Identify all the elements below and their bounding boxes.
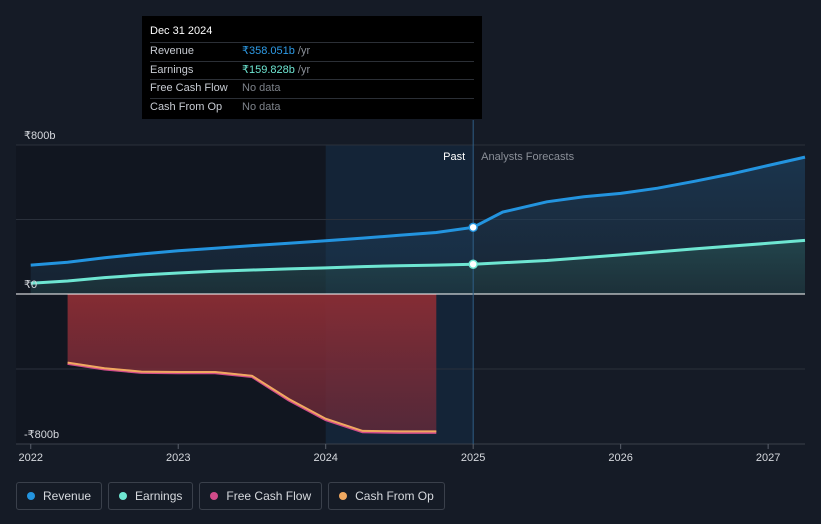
legend-dot-icon bbox=[339, 492, 348, 500]
x-tick-label: 2027 bbox=[756, 452, 780, 464]
legend-label: Free Cash Flow bbox=[226, 489, 312, 503]
tooltip-row-cash-from-op: Cash From Op No data bbox=[150, 97, 474, 117]
revenue-marker bbox=[468, 222, 478, 233]
x-tick-label: 2025 bbox=[461, 452, 485, 464]
tooltip-date: Dec 31 2024 bbox=[150, 25, 213, 37]
tooltip-row-revenue: Revenue ₹358.051b /yr bbox=[150, 42, 474, 61]
tooltip-row-earnings: Earnings ₹159.828b /yr bbox=[150, 60, 474, 80]
x-tick-label: 2023 bbox=[166, 452, 190, 464]
legend-item-cash-from-op[interactable]: Cash From Op bbox=[328, 482, 445, 510]
legend-label: Revenue bbox=[43, 489, 92, 503]
legend-dot-icon bbox=[27, 492, 35, 500]
legend-item-free-cash-flow[interactable]: Free Cash Flow bbox=[199, 482, 323, 510]
earnings-marker bbox=[468, 259, 478, 269]
past-label: Past bbox=[443, 151, 465, 163]
legend-label: Earnings bbox=[135, 489, 183, 503]
y-tick-label: -₹800b bbox=[24, 429, 59, 441]
earnings-area bbox=[30, 240, 805, 294]
tooltip-value: No data bbox=[242, 100, 281, 113]
y-tick-label: ₹800b bbox=[24, 130, 55, 142]
tooltip-label: Revenue bbox=[150, 45, 195, 57]
legend-item-earnings[interactable]: Earnings bbox=[108, 482, 194, 510]
legend-dot-icon bbox=[119, 492, 128, 500]
legend: Revenue Earnings Free Cash Flow Cash Fro… bbox=[16, 482, 445, 512]
tooltip-label: Cash From Op bbox=[150, 100, 223, 113]
legend-dot-icon bbox=[210, 492, 219, 500]
x-tick-label: 2022 bbox=[19, 452, 43, 464]
tooltip-value: No data bbox=[242, 82, 281, 94]
x-tick-label: 2026 bbox=[608, 452, 632, 464]
tooltip-unit: /yr bbox=[297, 63, 311, 76]
legend-item-revenue[interactable]: Revenue bbox=[16, 482, 103, 510]
forecast-label: Analysts Forecasts bbox=[481, 151, 574, 163]
tooltip-value: ₹358.051b bbox=[242, 45, 295, 57]
tooltip-label: Free Cash Flow bbox=[150, 82, 228, 94]
tooltip-label: Earnings bbox=[150, 63, 194, 76]
y-tick-label: ₹0 bbox=[24, 279, 37, 291]
earnings-line bbox=[30, 238, 806, 285]
cash-from-op-line bbox=[67, 361, 437, 433]
legend-label: Cash From Op bbox=[355, 489, 434, 503]
cash-from-op-area bbox=[67, 294, 437, 432]
x-tick-label: 2024 bbox=[313, 452, 337, 464]
tooltip: Dec 31 2024 Revenue ₹358.051b /yr Earnin… bbox=[142, 16, 482, 119]
tooltip-unit: /yr bbox=[297, 45, 311, 57]
tooltip-row-free-cash-flow: Free Cash Flow No data bbox=[150, 79, 474, 98]
tooltip-value: ₹159.828b bbox=[242, 63, 295, 76]
revenue-line bbox=[30, 155, 806, 267]
